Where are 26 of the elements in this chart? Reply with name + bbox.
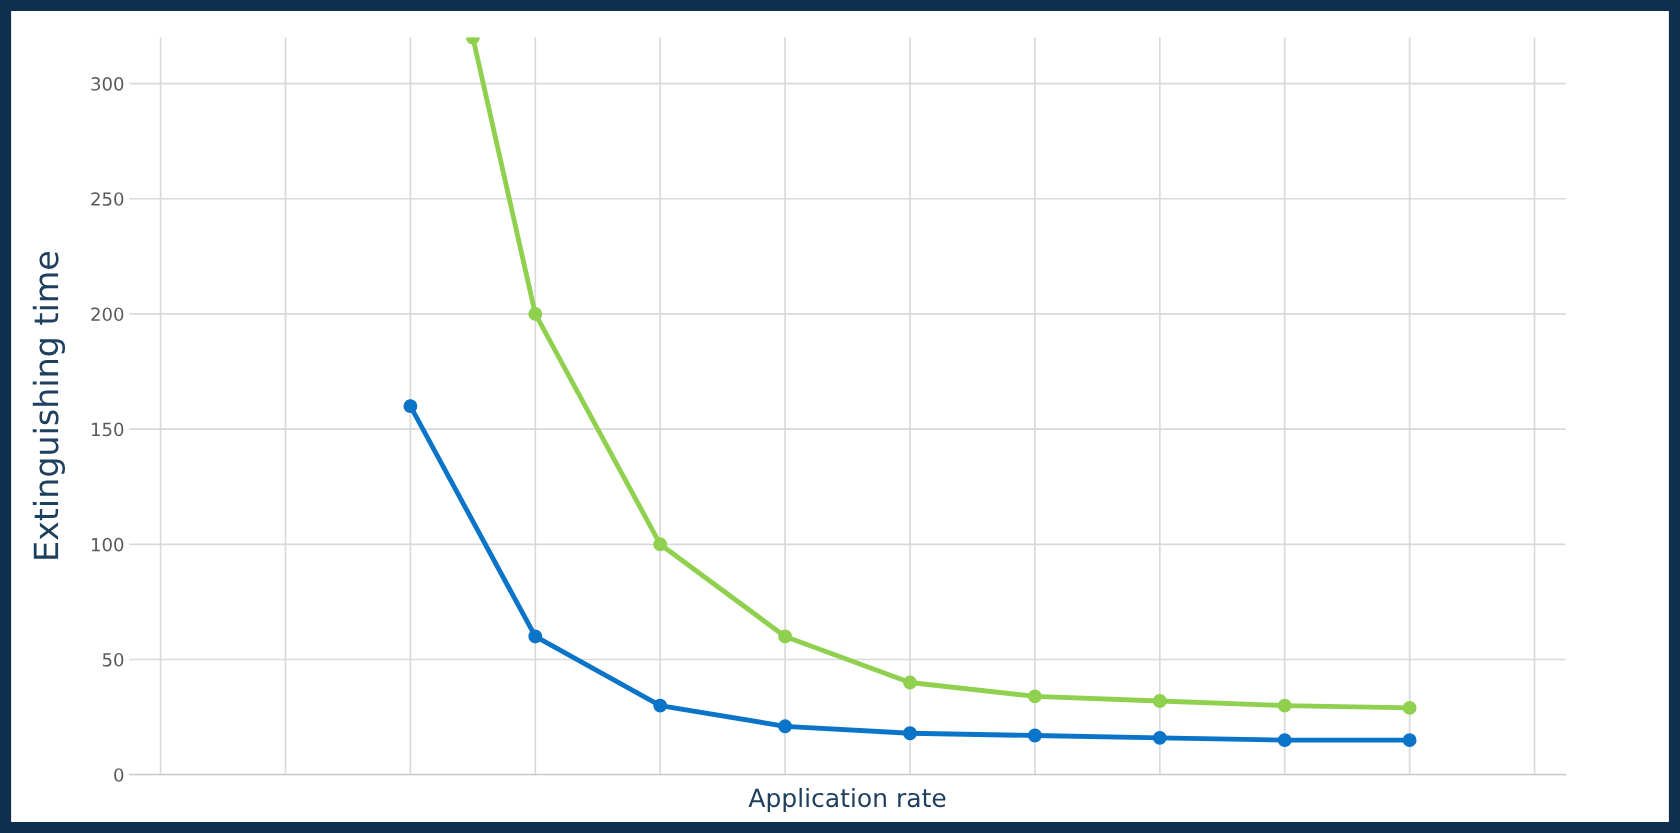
point (653, 698, 668, 713)
point (903, 726, 917, 741)
point (1277, 733, 1292, 748)
point (1152, 694, 1167, 708)
x-axis-title: Application rate (748, 787, 946, 813)
point (653, 537, 668, 552)
point (1277, 698, 1292, 713)
y-tick-label: 200 (91, 307, 124, 322)
point (528, 629, 543, 644)
y-tick-label: 100 (92, 537, 124, 552)
point (528, 306, 543, 321)
point (778, 629, 793, 644)
y-tick-label: 0 (114, 768, 124, 782)
y-axis-title: Extinguishing time (32, 251, 66, 559)
point (1152, 730, 1167, 745)
point (903, 675, 917, 690)
point (403, 399, 418, 414)
point (1402, 733, 1417, 748)
point (1027, 728, 1042, 743)
y-tick-label: 250 (91, 192, 124, 206)
point (1402, 700, 1417, 715)
point (1027, 689, 1042, 704)
y-tick-label: 150 (92, 422, 124, 437)
y-tick-label: 50 (102, 652, 124, 667)
point (778, 719, 793, 734)
y-tick-label: 300 (91, 77, 124, 91)
